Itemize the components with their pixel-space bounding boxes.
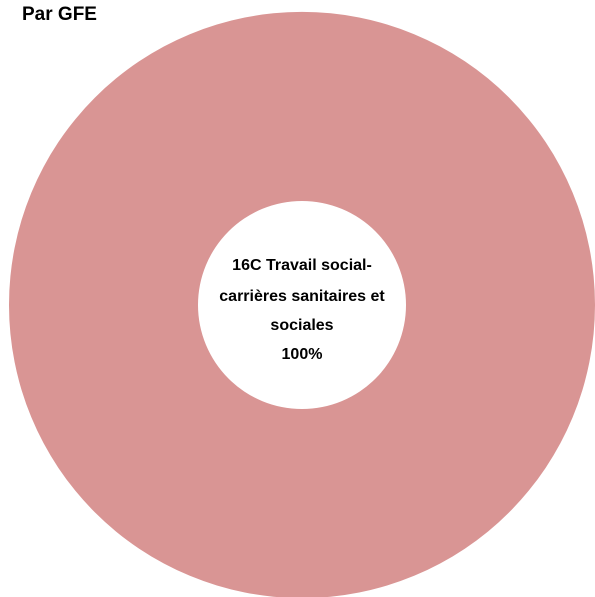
slice-label-line-2: carrières sanitaires et — [219, 288, 385, 305]
slice-label-line-3: sociales — [270, 317, 333, 334]
chart-title: Par GFE — [22, 4, 97, 25]
slice-percent-label: 100% — [282, 346, 323, 363]
donut-slices — [9, 12, 595, 597]
donut-slice-0 — [9, 12, 595, 597]
donut-labels: 16C Travail social- carrières sanitaires… — [219, 257, 385, 363]
slice-label-line-1: 16C Travail social- — [232, 257, 372, 274]
